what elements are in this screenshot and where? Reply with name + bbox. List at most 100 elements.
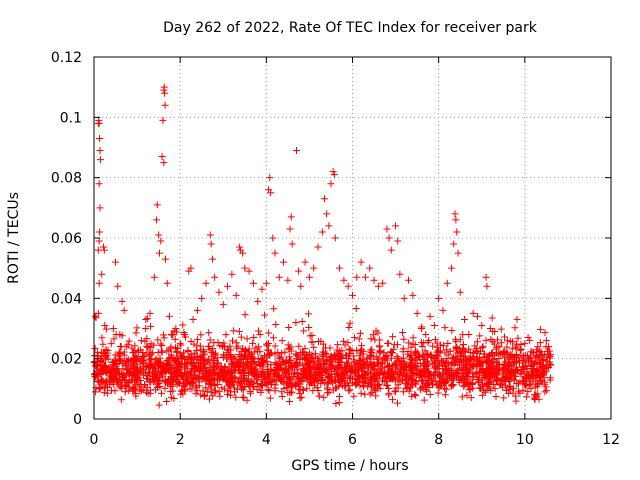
background-point <box>494 371 502 379</box>
background-point <box>423 358 431 366</box>
background-point <box>129 383 137 391</box>
background-point <box>476 332 484 340</box>
background-point <box>144 343 152 351</box>
background-point <box>277 353 285 361</box>
background-point <box>336 352 344 360</box>
background-point <box>457 375 465 383</box>
background-point <box>179 321 187 329</box>
background-point <box>275 371 283 379</box>
background-point <box>405 339 413 347</box>
background-point <box>473 338 481 346</box>
background-point <box>412 349 420 357</box>
background-point <box>546 376 554 384</box>
background-point <box>132 390 140 398</box>
background-point <box>467 361 475 369</box>
background-point <box>149 370 157 378</box>
background-point <box>191 349 199 357</box>
data-point <box>292 147 300 155</box>
background-point <box>544 347 552 355</box>
background-point <box>188 368 196 376</box>
data-point <box>297 282 305 290</box>
background-point <box>525 374 533 382</box>
data-point <box>93 349 101 357</box>
background-point <box>495 355 503 363</box>
background-point <box>542 383 550 391</box>
background-point <box>249 371 257 379</box>
background-point <box>376 336 384 344</box>
background-point <box>246 389 254 397</box>
data-point <box>163 279 171 287</box>
background-point <box>226 382 234 390</box>
background-point <box>506 382 514 390</box>
background-point <box>210 339 218 347</box>
data-point <box>331 234 339 242</box>
background-point <box>458 393 466 401</box>
background-point <box>368 389 376 397</box>
background-point <box>405 362 413 370</box>
data-point <box>409 291 417 299</box>
background-point <box>177 341 185 349</box>
background-point <box>509 338 517 346</box>
data-point <box>512 358 520 366</box>
data-point <box>142 325 150 332</box>
background-point <box>374 380 382 388</box>
data-point <box>504 337 512 345</box>
background-point <box>227 373 235 381</box>
background-point <box>254 327 262 335</box>
data-point <box>133 355 141 363</box>
background-point <box>190 340 198 348</box>
background-point <box>378 365 386 373</box>
background-point <box>370 362 378 370</box>
data-point <box>271 249 279 257</box>
background-point <box>230 373 238 381</box>
background-point <box>503 386 511 394</box>
background-point <box>243 335 251 343</box>
data-point <box>258 285 266 293</box>
y-axis-label: ROTI / TECUs <box>6 192 22 284</box>
background-point <box>294 362 302 370</box>
background-point <box>252 360 260 368</box>
data-point <box>405 276 413 284</box>
background-point <box>441 324 449 332</box>
data-point <box>266 174 274 182</box>
background-point <box>332 400 340 408</box>
background-point <box>407 351 415 359</box>
background-point <box>132 329 140 337</box>
data-point <box>208 255 216 263</box>
background-point <box>132 356 140 364</box>
background-point <box>292 355 300 363</box>
background-point <box>140 365 148 373</box>
axis-ticks <box>93 56 612 420</box>
background-point <box>501 333 508 341</box>
background-point <box>344 379 352 387</box>
data-point <box>96 134 104 142</box>
background-point <box>147 322 155 330</box>
background-point <box>464 378 472 386</box>
background-point <box>514 354 522 362</box>
background-point <box>121 388 129 396</box>
background-point <box>235 328 243 336</box>
background-point <box>478 391 486 399</box>
background-point <box>329 386 337 394</box>
background-point <box>438 382 446 390</box>
background-point <box>232 339 240 347</box>
background-point <box>336 392 344 400</box>
data-point <box>95 119 103 127</box>
background-point <box>400 335 408 343</box>
background-point <box>179 376 187 384</box>
background-point <box>230 388 238 396</box>
data-point <box>160 83 168 91</box>
background-point <box>427 351 435 359</box>
background-point <box>381 354 389 362</box>
background-point <box>291 379 299 387</box>
background-point <box>296 356 304 364</box>
data-point <box>112 258 120 266</box>
data-point <box>206 231 214 239</box>
x-tick-label: 8 <box>434 432 443 448</box>
background-point <box>428 380 436 388</box>
background-point <box>152 380 160 388</box>
background-point <box>208 374 216 382</box>
background-point <box>411 391 419 399</box>
background-point <box>346 319 354 327</box>
